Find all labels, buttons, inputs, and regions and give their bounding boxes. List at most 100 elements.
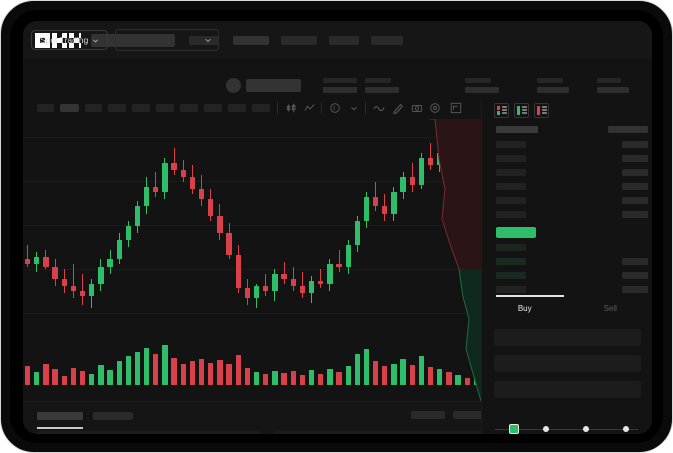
orderbook-asks-icon[interactable] xyxy=(534,103,549,118)
orderbook-bids-icon[interactable] xyxy=(514,103,529,118)
amount-slider-step-4[interactable] xyxy=(623,426,629,432)
timeframe-4[interactable] xyxy=(108,104,126,112)
orderbook-ask-row[interactable] xyxy=(496,155,526,162)
nav-item-4[interactable] xyxy=(329,36,359,45)
volume-bar xyxy=(144,347,150,385)
amount-slider-track[interactable] xyxy=(495,429,638,430)
stat-24h-volume xyxy=(597,78,631,93)
candle xyxy=(409,119,415,325)
top-navigation-bar xyxy=(23,21,652,59)
stat-value xyxy=(323,87,357,93)
settings-icon[interactable] xyxy=(429,102,441,114)
price-chart[interactable] xyxy=(23,119,481,401)
candle xyxy=(391,119,397,325)
amount-slider-step-3[interactable] xyxy=(583,426,589,432)
candle xyxy=(373,119,379,325)
candle xyxy=(43,119,49,325)
timeframe-9[interactable] xyxy=(228,104,246,112)
candle xyxy=(70,119,77,325)
amount-field[interactable] xyxy=(494,381,641,398)
orderbook-ask-row[interactable] xyxy=(496,183,526,190)
nav-item-3[interactable] xyxy=(281,36,317,45)
volume-bar xyxy=(391,363,397,385)
timeframe-6[interactable] xyxy=(156,104,174,112)
nav-item-5[interactable] xyxy=(371,36,403,45)
volume-bar xyxy=(446,372,452,385)
order-type-field[interactable] xyxy=(494,329,641,346)
timeframe-5[interactable] xyxy=(132,104,150,112)
app-screen: Spot Trading xyxy=(23,21,652,434)
bottom-action-1[interactable] xyxy=(411,411,445,419)
volume-bar xyxy=(455,375,461,385)
stat-label xyxy=(365,78,391,83)
volume-bar xyxy=(208,362,214,385)
last-price-row xyxy=(496,227,536,238)
fullscreen-icon[interactable] xyxy=(450,102,462,114)
indicators-icon[interactable]: f xyxy=(329,102,341,114)
orderbook-ask-size xyxy=(622,183,648,190)
okx-logo[interactable] xyxy=(35,33,81,48)
timeframe-1[interactable] xyxy=(37,104,54,112)
timeframe-7[interactable] xyxy=(180,104,198,112)
search-input[interactable] xyxy=(91,34,175,47)
candle xyxy=(382,119,388,325)
timeframe-3[interactable] xyxy=(85,104,102,112)
camera-icon[interactable] xyxy=(411,102,423,114)
wave-icon[interactable] xyxy=(373,102,385,114)
candle xyxy=(52,119,58,325)
orderbook-ask-size xyxy=(622,211,648,218)
order-history-list xyxy=(273,431,501,434)
trading-mode-selector[interactable]: Spot Trading xyxy=(31,30,109,50)
pencil-icon[interactable] xyxy=(392,102,404,114)
line-chart-icon[interactable] xyxy=(304,102,316,114)
volume-bar xyxy=(24,366,31,385)
volume-bar xyxy=(171,357,177,385)
candle xyxy=(363,119,370,325)
candlestick-icon[interactable] xyxy=(286,102,298,114)
orderbook-ask-row[interactable] xyxy=(496,197,526,204)
volume-bar xyxy=(272,370,278,385)
orderbook-bid-row[interactable] xyxy=(496,272,526,279)
orderbook-bid-row[interactable] xyxy=(496,244,526,251)
volume-bar xyxy=(318,373,324,385)
stat-label xyxy=(597,78,621,83)
stat-label xyxy=(537,78,563,83)
candle xyxy=(299,119,306,325)
orderbook-bid-size xyxy=(622,286,648,293)
amount-slider-step-2[interactable] xyxy=(543,426,549,432)
nav-item-2[interactable] xyxy=(233,36,269,45)
bottom-tab-order-history[interactable] xyxy=(93,412,133,420)
candle xyxy=(134,119,141,325)
orderbook-ask-row[interactable] xyxy=(496,211,526,218)
chevron-down-icon xyxy=(204,36,211,43)
candle xyxy=(189,119,196,325)
candle xyxy=(89,119,95,325)
candle xyxy=(427,119,434,325)
orderbook-ask-row[interactable] xyxy=(496,141,526,148)
bottom-action-2[interactable] xyxy=(453,411,487,419)
orderbook-ask-size xyxy=(622,197,648,204)
tab-buy[interactable]: Buy xyxy=(517,304,532,313)
nav-item-1[interactable] xyxy=(189,36,219,45)
price-field[interactable] xyxy=(494,355,641,372)
volume-bar xyxy=(153,353,159,385)
orderbook-bid-row[interactable] xyxy=(496,286,526,293)
amount-slider-handle[interactable] xyxy=(509,424,519,434)
timeframe-2[interactable] xyxy=(60,104,79,112)
volume-bar xyxy=(354,353,360,385)
stat-value xyxy=(465,87,499,93)
orderbook-ask-row[interactable] xyxy=(496,169,526,176)
timeframe-10[interactable] xyxy=(252,104,270,112)
trading-pair-select[interactable] xyxy=(115,29,219,51)
orderbook-col-size xyxy=(608,126,648,133)
volume-bar xyxy=(327,368,333,385)
volume-bar xyxy=(180,363,186,385)
timeframe-8[interactable] xyxy=(204,104,222,112)
bottom-tab-open-orders[interactable] xyxy=(37,412,83,420)
chevron-down-icon[interactable] xyxy=(348,102,360,114)
orderbook-bid-row[interactable] xyxy=(496,258,526,265)
volume-series xyxy=(23,331,481,393)
tab-sell[interactable]: Sell xyxy=(603,304,617,313)
orderbook-both-icon[interactable] xyxy=(494,103,509,118)
